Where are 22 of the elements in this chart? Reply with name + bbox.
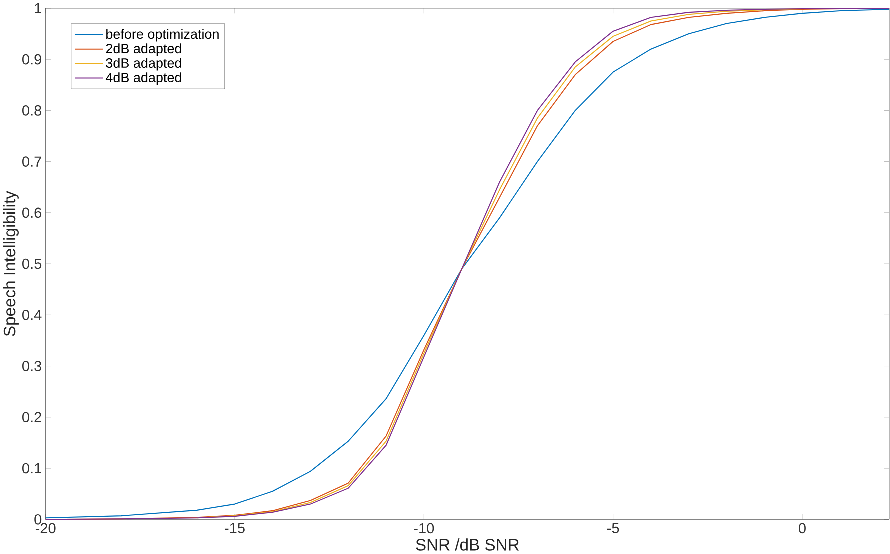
y-tick-label: 0.1 <box>22 463 42 474</box>
y-tick-label: 1 <box>35 3 42 14</box>
y-tick-label: 0.6 <box>22 208 42 218</box>
x-tick-label: 0 <box>798 523 806 534</box>
x-tick-label: -15 <box>225 523 245 534</box>
y-tick-label: 0.9 <box>22 54 42 65</box>
x-tick-label: -10 <box>414 523 434 534</box>
y-tick-label: 0.7 <box>22 156 42 167</box>
y-axis-title: Speech Intelligibility <box>3 190 19 336</box>
legend-label: 3dB adapted <box>106 58 182 71</box>
y-tick-label: 0.3 <box>22 360 42 372</box>
y-tick-label: 0.4 <box>22 310 42 320</box>
legend-label: before optimization <box>106 29 219 42</box>
x-tick-label: -5 <box>607 523 620 534</box>
y-tick-label: 0.2 <box>22 412 42 422</box>
legend-label: 4dB adapted <box>106 72 182 86</box>
y-tick-label: 0.8 <box>22 105 42 116</box>
x-tick-label: -20 <box>36 523 56 534</box>
legend-label: 2dB adapted <box>106 44 182 56</box>
y-tick-label: 0 <box>34 514 42 525</box>
x-axis-title: SNR /dB SNR <box>416 538 520 551</box>
y-tick-label: 0.5 <box>22 258 42 270</box>
